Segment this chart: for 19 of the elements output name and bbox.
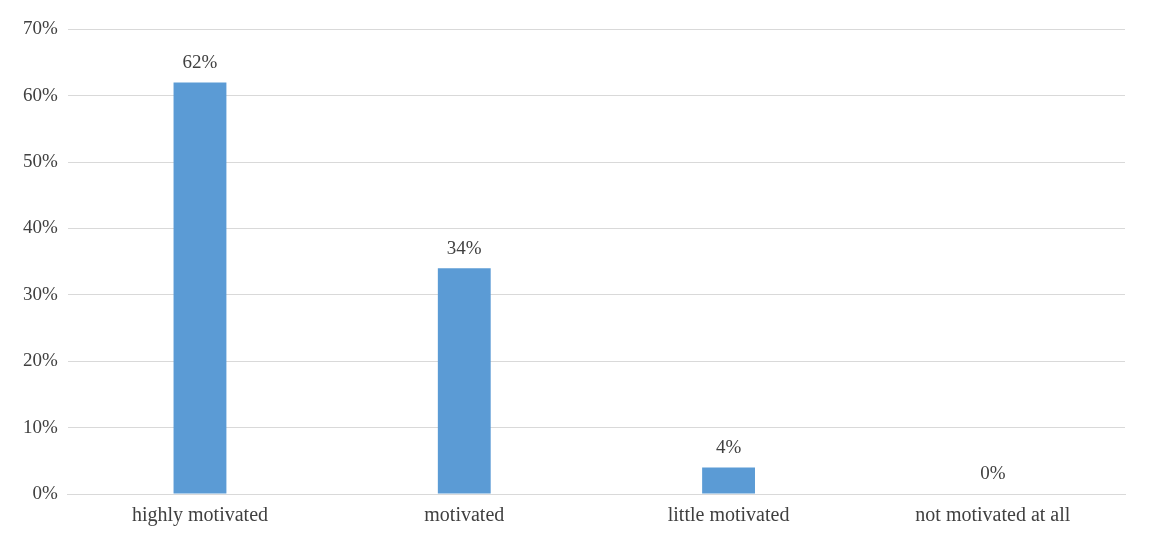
y-tick-label: 60% bbox=[23, 83, 58, 105]
x-tick-label: motivated bbox=[424, 503, 505, 526]
data-label: 0% bbox=[980, 462, 1006, 484]
data-label: 4% bbox=[715, 435, 742, 457]
x-tick-label: not motivated at all bbox=[915, 503, 1071, 526]
y-tick-label: 20% bbox=[23, 349, 58, 371]
y-tick-label: 40% bbox=[23, 216, 58, 238]
y-tick-label: 30% bbox=[23, 282, 58, 304]
bar bbox=[173, 82, 227, 494]
y-tick-label: 50% bbox=[23, 150, 58, 172]
y-tick-label: 10% bbox=[23, 415, 58, 437]
data-label: 62% bbox=[182, 50, 218, 72]
bar bbox=[437, 268, 491, 494]
x-tick-label: highly motivated bbox=[131, 503, 269, 527]
y-tick-label: 70% bbox=[23, 17, 58, 39]
x-tick-label: little motivated bbox=[667, 503, 790, 526]
y-tick-label: 0% bbox=[32, 481, 58, 503]
bar bbox=[702, 467, 755, 494]
data-label: 34% bbox=[446, 236, 482, 258]
